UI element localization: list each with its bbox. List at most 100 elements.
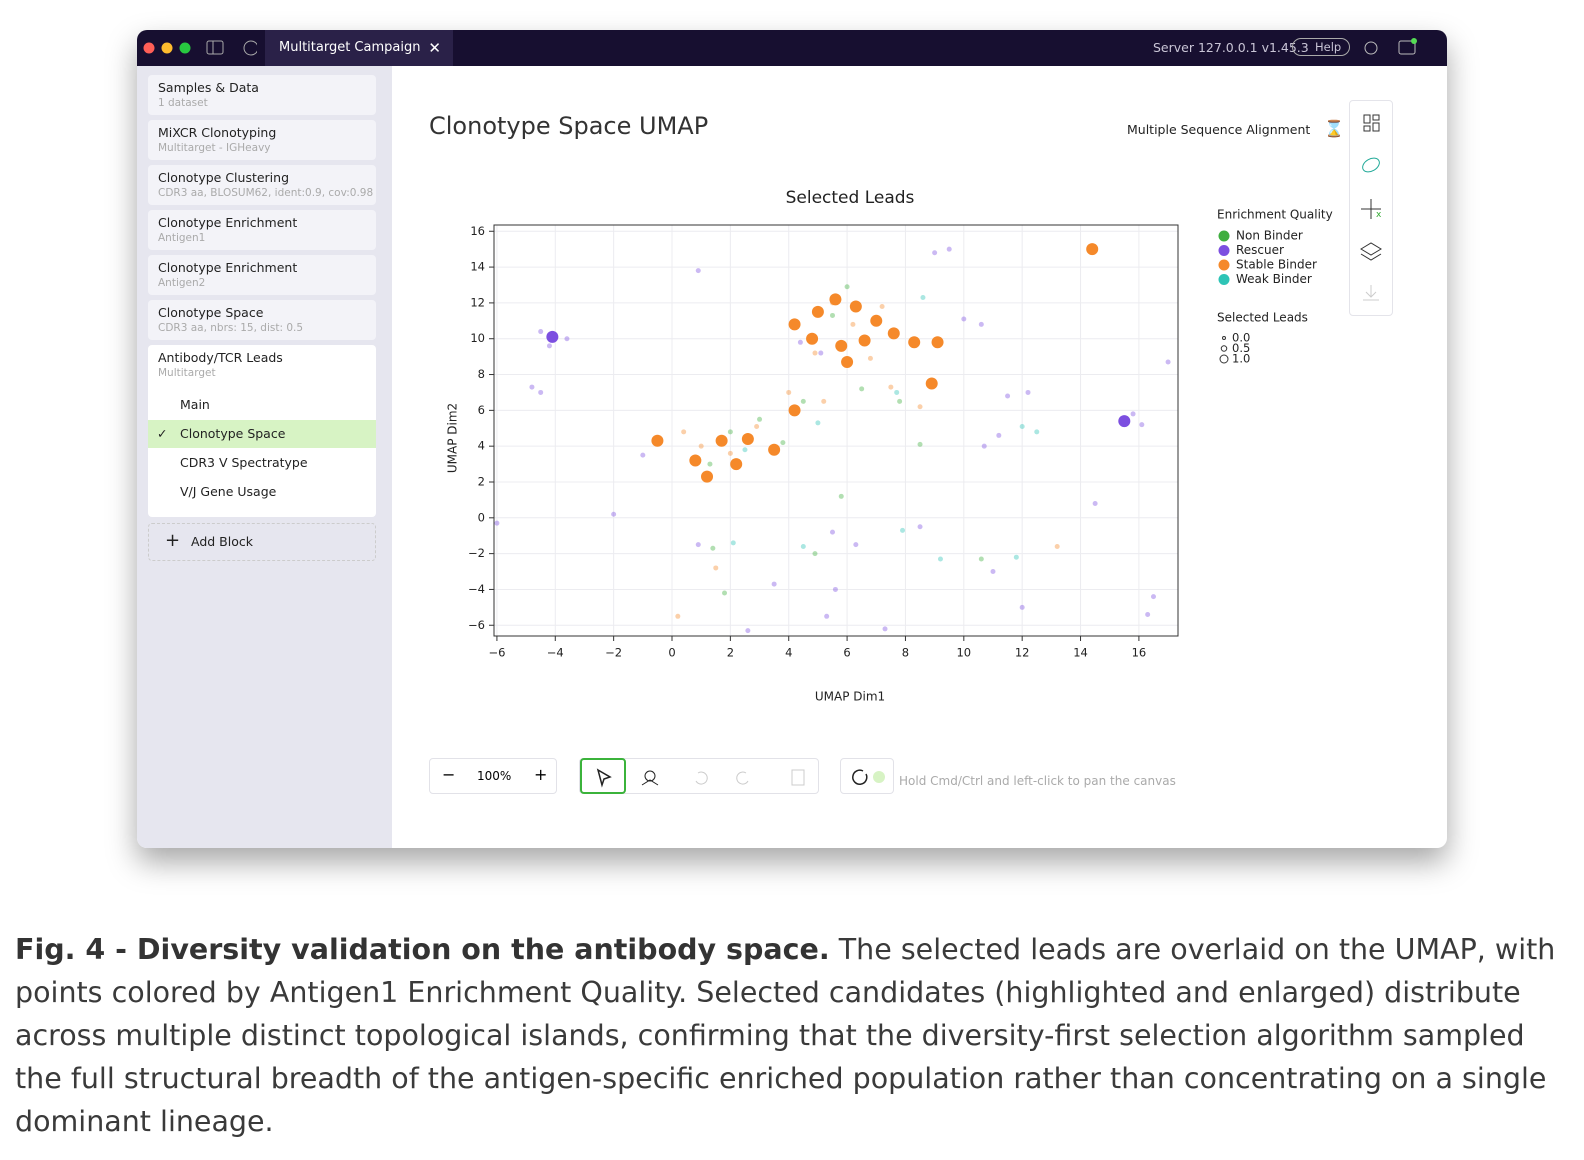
chart-title: Selected Leads bbox=[786, 188, 915, 208]
help-button[interactable]: Help bbox=[1292, 38, 1351, 56]
point bbox=[695, 268, 701, 274]
point bbox=[727, 450, 733, 456]
block-card[interactable]: Clonotype Space CDR3 aa, nbrs: 15, dist: … bbox=[148, 300, 376, 340]
server-info: Server 127.0.0.1 v1.45.3 bbox=[1153, 40, 1309, 55]
tab[interactable]: Multitarget Campaign ✕ bbox=[265, 30, 453, 66]
y-axis-label: UMAP Dim2 bbox=[446, 403, 460, 473]
point bbox=[835, 339, 848, 352]
block-title: Clonotype Enrichment bbox=[158, 260, 298, 275]
point bbox=[806, 332, 819, 345]
point bbox=[715, 434, 728, 447]
x-tick-label: −4 bbox=[547, 646, 564, 660]
point bbox=[742, 447, 748, 453]
app-window: Multitarget Campaign ✕ Server 127.0.0.1 v… bbox=[137, 30, 1447, 848]
view-item[interactable]: Clonotype Space ✓ bbox=[148, 420, 376, 448]
point bbox=[946, 246, 952, 252]
plot-frame bbox=[493, 224, 1179, 637]
legend-label: Rescuer bbox=[1236, 243, 1284, 257]
block-subtitle: CDR3 aa, nbrs: 15, dist: 0.5 bbox=[158, 322, 304, 334]
point bbox=[882, 626, 888, 632]
block-card[interactable]: MiXCR Clonotyping Multitarget - IGHeavy bbox=[148, 120, 376, 160]
size-legend-marker bbox=[1220, 345, 1228, 352]
point bbox=[651, 434, 664, 447]
point bbox=[853, 542, 859, 548]
point bbox=[897, 398, 903, 404]
zoom-level: 100% bbox=[477, 769, 512, 783]
view-item[interactable]: CDR3 V Spectratype bbox=[180, 455, 308, 470]
point bbox=[1139, 422, 1145, 428]
point bbox=[1025, 389, 1031, 395]
y-tick-label: 16 bbox=[470, 224, 485, 238]
block-subtitle: Multitarget - IGHeavy bbox=[158, 142, 271, 154]
block-card[interactable]: Clonotype Clustering CDR3 aa, BLOSUM62, i… bbox=[148, 165, 376, 205]
y-tick-label: −6 bbox=[468, 618, 485, 632]
add-block[interactable]: + Add Block bbox=[148, 523, 376, 561]
x-tick-label: 10 bbox=[956, 646, 971, 660]
msa-link[interactable]: Multiple Sequence Alignment ⌛ bbox=[1127, 119, 1345, 138]
size-legend-title: Selected Leads bbox=[1217, 311, 1308, 325]
right-toolbar: x bbox=[1349, 100, 1393, 316]
point bbox=[1054, 543, 1060, 549]
legend-label: Weak Binder bbox=[1236, 272, 1312, 286]
zoom-in[interactable]: + bbox=[534, 765, 548, 784]
y-tick-label: −4 bbox=[468, 582, 485, 596]
zoom-out[interactable]: − bbox=[442, 765, 456, 784]
plus-icon: + bbox=[165, 530, 181, 551]
point bbox=[538, 329, 544, 335]
x-tick-label: 8 bbox=[902, 646, 909, 660]
point bbox=[932, 250, 938, 256]
point bbox=[1013, 554, 1019, 560]
point bbox=[920, 295, 926, 301]
point bbox=[841, 356, 854, 368]
point bbox=[800, 543, 806, 549]
point bbox=[800, 398, 806, 404]
point bbox=[546, 343, 552, 349]
point bbox=[1092, 500, 1098, 506]
msa-label: Multiple Sequence Alignment bbox=[1127, 122, 1311, 137]
chart: Selected Leads UMAP Dim1 UMAP Dim2 Enric… bbox=[446, 188, 1333, 704]
point bbox=[812, 551, 818, 557]
point bbox=[811, 305, 824, 318]
point bbox=[768, 443, 781, 456]
y-tick-label: 8 bbox=[478, 367, 485, 381]
y-tick-label: 2 bbox=[478, 474, 485, 488]
point bbox=[818, 350, 824, 356]
edit-tools bbox=[579, 758, 819, 794]
view-item[interactable]: Main bbox=[180, 397, 210, 412]
y-tick-label: 6 bbox=[478, 403, 485, 417]
y-tick-label: 10 bbox=[470, 331, 485, 345]
y-tick-label: 12 bbox=[470, 295, 485, 309]
size-legend-marker bbox=[1222, 336, 1226, 340]
point bbox=[780, 440, 786, 446]
point bbox=[1118, 415, 1131, 428]
point bbox=[867, 355, 873, 361]
point bbox=[850, 321, 856, 327]
point bbox=[754, 423, 760, 429]
point bbox=[832, 586, 838, 592]
caption: Fig. 4 - Diversity validation on the ant… bbox=[15, 928, 1570, 1143]
reset-tools[interactable] bbox=[840, 758, 894, 794]
x-tick-label: 14 bbox=[1073, 646, 1088, 660]
sidebar: Samples & Data 1 dataset MiXCR Clonotyping… bbox=[137, 66, 392, 848]
block-card[interactable]: Clonotype Enrichment Antigen1 bbox=[148, 210, 376, 250]
close-icon[interactable]: ✕ bbox=[428, 39, 441, 57]
point bbox=[824, 613, 830, 619]
block-card[interactable]: Clonotype Enrichment Antigen2 bbox=[148, 255, 376, 295]
point bbox=[675, 613, 681, 619]
point bbox=[564, 336, 570, 342]
point bbox=[925, 377, 938, 390]
reset-icons bbox=[852, 769, 885, 785]
check-icon: ✓ bbox=[157, 426, 168, 441]
legend-marker bbox=[1218, 230, 1230, 242]
title-bar: Multitarget Campaign ✕ Server 127.0.0.1 v… bbox=[137, 30, 1447, 66]
block-card[interactable]: Samples & Data 1 dataset bbox=[148, 75, 376, 115]
select-tool[interactable] bbox=[580, 758, 626, 794]
point bbox=[1034, 429, 1040, 435]
point bbox=[788, 404, 801, 417]
point bbox=[829, 529, 835, 535]
view-item[interactable]: V/J Gene Usage bbox=[180, 484, 277, 499]
right-toolbar-icons: x bbox=[1360, 114, 1382, 301]
point bbox=[1165, 359, 1171, 365]
size-legend-marker bbox=[1219, 354, 1229, 364]
point bbox=[996, 432, 1002, 438]
